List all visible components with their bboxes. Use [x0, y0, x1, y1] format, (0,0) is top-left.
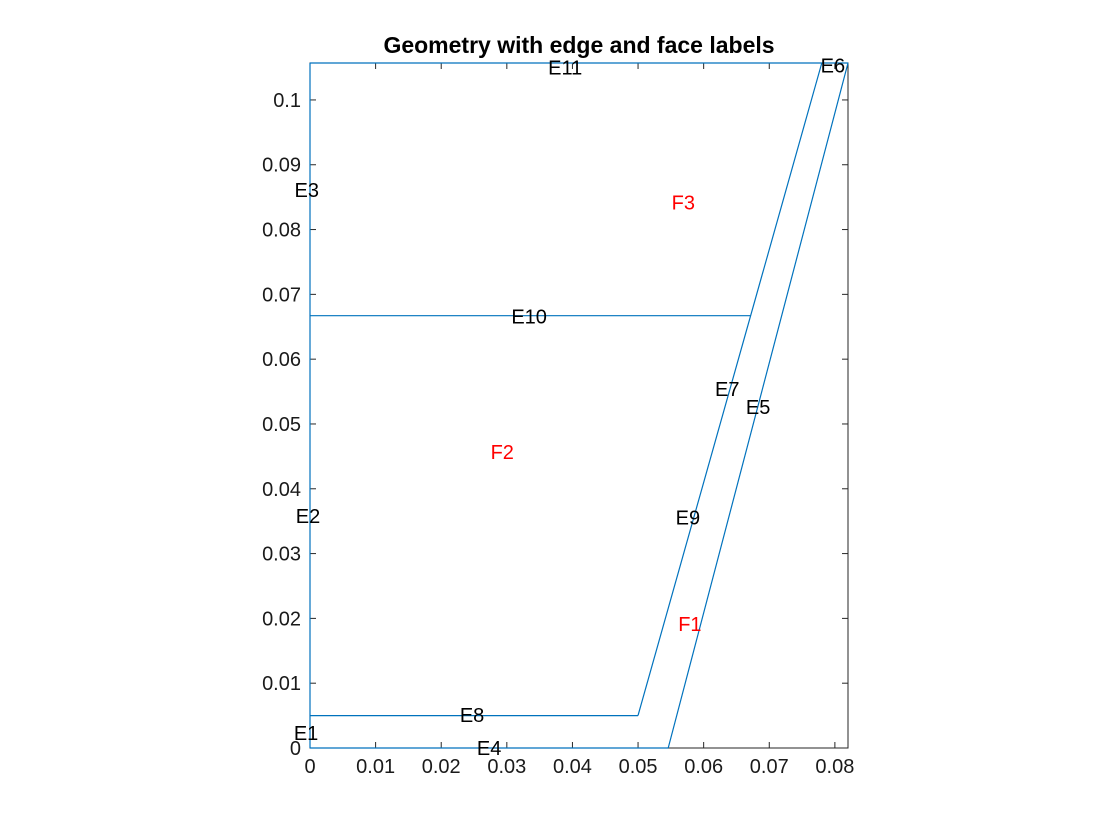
x-tick-label: 0 — [304, 756, 315, 778]
y-tick-label: 0.08 — [262, 220, 301, 242]
face-label-f3: F3 — [672, 192, 695, 214]
edge-label-e2: E2 — [296, 506, 320, 528]
y-tick-label: 0.07 — [262, 284, 301, 306]
y-tick-label: 0.03 — [262, 544, 301, 566]
y-tick-label: 0.09 — [262, 155, 301, 177]
x-tick-label: 0.01 — [356, 756, 395, 778]
edge-label-e8: E8 — [460, 705, 484, 727]
x-tick-label: 0.04 — [553, 756, 592, 778]
x-tick-label: 0.06 — [684, 756, 723, 778]
geometry-edge-inner-slant-e9-e7 — [637, 62, 823, 716]
y-tick-label: 0.02 — [262, 608, 301, 630]
edge-label-e4: E4 — [477, 738, 501, 760]
y-tick-label: 0.06 — [262, 349, 301, 371]
x-tick-label: 0.08 — [815, 756, 854, 778]
edge-label-e1: E1 — [294, 723, 318, 745]
edge-label-e7: E7 — [715, 379, 739, 401]
plot-title: Geometry with edge and face labels — [383, 32, 774, 58]
edge-label-e3: E3 — [294, 180, 318, 202]
y-tick-label: 0 — [290, 738, 301, 760]
x-tick-label: 0.05 — [619, 756, 658, 778]
geometry-edge-outer-slant-e5 — [667, 62, 849, 749]
face-label-f2: F2 — [491, 442, 514, 464]
edge-label-e6: E6 — [821, 56, 845, 78]
edge-label-e5: E5 — [746, 397, 770, 419]
y-tick-label: 0.01 — [262, 673, 301, 695]
edge-label-e11: E11 — [548, 58, 582, 80]
y-tick-label: 0.04 — [262, 479, 301, 501]
x-tick-label: 0.02 — [422, 756, 461, 778]
y-tick-label: 0.05 — [262, 414, 301, 436]
edge-label-e9: E9 — [676, 507, 700, 529]
x-tick-label: 0.07 — [750, 756, 789, 778]
y-tick-label: 0.1 — [273, 90, 301, 112]
edge-label-e10: E10 — [511, 306, 547, 328]
x-tick-label: 0.03 — [487, 756, 526, 778]
face-label-f1: F1 — [678, 614, 701, 636]
